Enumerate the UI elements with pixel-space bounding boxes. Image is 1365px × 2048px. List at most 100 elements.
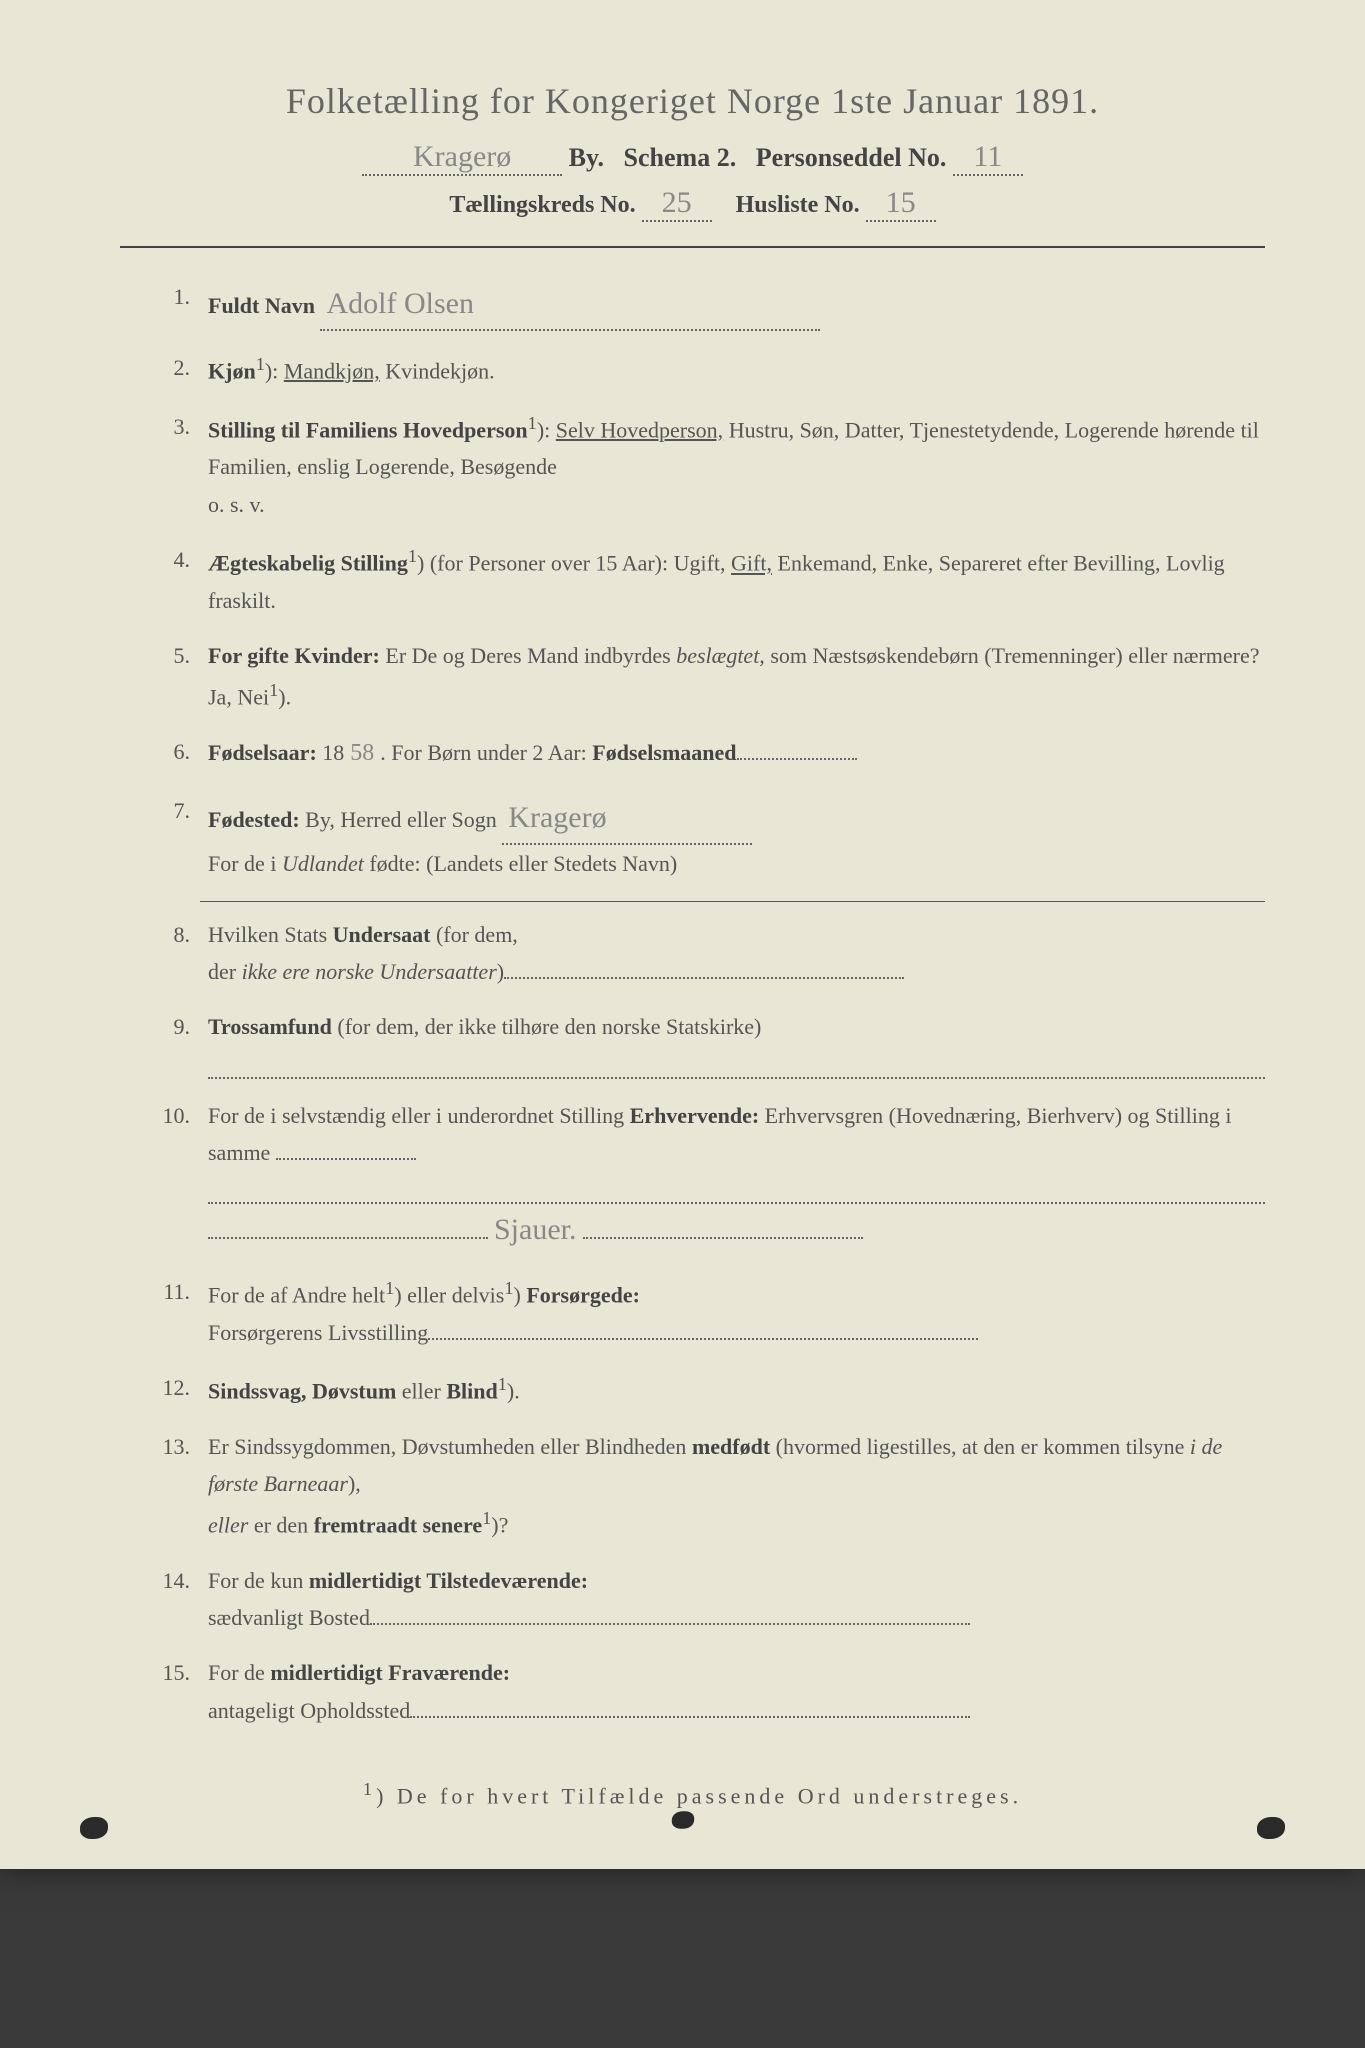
sup: 1 [385, 1278, 394, 1298]
sup: 1 [408, 546, 417, 566]
text: ). [507, 1379, 520, 1404]
husliste-no: 15 [880, 186, 922, 219]
item-num: 3. [140, 408, 208, 524]
item-8: 8. Hvilken Stats Undersaat (for dem, der… [140, 916, 1265, 991]
label: Fødested: [208, 807, 300, 832]
text: Hvilken Stats [208, 922, 333, 947]
italic: beslægtet, [676, 643, 765, 668]
text: Er De og Deres Mand indbyrdes [380, 643, 676, 668]
label: medfødt [692, 1434, 770, 1459]
label-b: fremtraadt senere [314, 1512, 482, 1537]
item-num: 11. [140, 1273, 208, 1351]
occupation-value: Sjauer. [488, 1213, 583, 1246]
label-b: Fødselsmaaned [592, 740, 736, 765]
year-value: 58 [344, 740, 380, 766]
spot-icon [671, 1812, 693, 1830]
label: For gifte Kvinder: [208, 643, 380, 668]
label: Forsørgede: [526, 1283, 640, 1308]
item-12: 12. Sindssvag, Døvstum eller Blind1). [140, 1369, 1265, 1410]
text: ): [537, 417, 556, 442]
by-label: By. [569, 143, 604, 172]
text: . For Børn under 2 Aar: [380, 740, 592, 765]
opt-mandkjon: Mandkjøn, [284, 358, 380, 383]
label: Fødselsaar: [208, 740, 317, 765]
page-title: Folketælling for Kongeriget Norge 1ste J… [120, 80, 1265, 122]
personseddel-label: Personseddel No. [756, 143, 947, 172]
sup: 1 [256, 354, 265, 374]
census-page: Folketælling for Kongeriget Norge 1ste J… [0, 0, 1365, 1869]
item-7: 7. Fødested: By, Herred eller Sogn Krage… [140, 792, 1265, 882]
sup: 1 [269, 680, 278, 700]
text: Er Sindssygdommen, Døvstumheden eller Bl… [208, 1434, 692, 1459]
text: For de i selvstændig eller i underordnet… [208, 1103, 630, 1128]
item-14: 14. For de kun midlertidigt Tilstedevære… [140, 1562, 1265, 1637]
footnote-text: ) De for hvert Tilfælde passende Ord und… [376, 1783, 1022, 1808]
schema-label: Schema 2. [624, 143, 737, 172]
text: ): [265, 358, 284, 383]
item-num: 10. [140, 1097, 208, 1256]
divider [120, 246, 1265, 248]
spot-icon [1257, 1817, 1285, 1839]
item-num: 4. [140, 541, 208, 619]
label: Stilling til Familiens Hovedperson [208, 417, 528, 442]
text: fødte: (Landets eller Stedets Navn) [364, 851, 677, 876]
text: For de [208, 1660, 270, 1685]
tkreds-no: 25 [656, 186, 698, 219]
label: Kjøn [208, 358, 256, 383]
item-6: 6. Fødselsaar: 1858. For Børn under 2 Aa… [140, 733, 1265, 774]
item-11: 11. For de af Andre helt1) eller delvis1… [140, 1273, 1265, 1351]
text: der [208, 959, 242, 984]
city-handwritten: Kragerø [407, 140, 517, 173]
sup: 1 [482, 1508, 491, 1528]
sup: 1 [363, 1779, 376, 1799]
item-num: 8. [140, 916, 208, 991]
label: Trossamfund [208, 1014, 332, 1039]
text: ) eller delvis [394, 1283, 504, 1308]
text: ), [348, 1471, 361, 1496]
spot-icon [80, 1817, 108, 1839]
text: sædvanligt Bosted [208, 1605, 370, 1630]
text: er den [248, 1512, 313, 1537]
subtitle-row-1: Kragerø By. Schema 2. Personseddel No. 1… [120, 140, 1265, 176]
item-5: 5. For gifte Kvinder: Er De og Deres Man… [140, 637, 1265, 715]
inner-divider [200, 901, 1265, 902]
opt-kvindekjon: Kvindekjøn. [380, 358, 495, 383]
ink-spots [0, 1817, 1365, 1839]
item-2: 2. Kjøn1): Mandkjøn, Kvindekjøn. [140, 349, 1265, 390]
text: eller [396, 1379, 446, 1404]
text: )? [491, 1512, 508, 1537]
item-num: 2. [140, 349, 208, 390]
item-15: 15. For de midlertidigt Fraværende: anta… [140, 1654, 1265, 1729]
text: By, Herred eller Sogn [300, 807, 497, 832]
item-3: 3. Stilling til Familiens Hovedperson1):… [140, 408, 1265, 524]
label: Sindssvag, Døvstum [208, 1379, 396, 1404]
item-num: 6. [140, 733, 208, 774]
italic: eller [208, 1512, 248, 1537]
item-num: 5. [140, 637, 208, 715]
text: Forsørgerens Livsstilling [208, 1320, 428, 1345]
label: Ægteskabelig Stilling [208, 551, 408, 576]
tkreds-label: Tællingskreds No. [449, 192, 635, 218]
gift: Gift, [731, 551, 772, 576]
sup: 1 [528, 413, 537, 433]
label-b: Blind [446, 1379, 497, 1404]
text: (for dem, [430, 922, 517, 947]
year-prefix: 18 [317, 740, 345, 765]
item-num: 7. [140, 792, 208, 882]
item-13: 13. Er Sindssygdommen, Døvstumheden elle… [140, 1428, 1265, 1544]
text: For de kun [208, 1568, 309, 1593]
personseddel-no: 11 [967, 140, 1008, 173]
label: Undersaat [333, 922, 431, 947]
birthplace-value: Kragerø [502, 801, 612, 834]
item-num: 12. [140, 1369, 208, 1410]
italic: Udlandet [282, 851, 364, 876]
item-num: 13. [140, 1428, 208, 1544]
label: Erhvervende: [630, 1103, 760, 1128]
text: (for dem, der ikke tilhøre den norske St… [332, 1014, 761, 1039]
text: antageligt Opholdssted [208, 1698, 410, 1723]
text: (hvormed ligestilles, at den er kommen t… [770, 1434, 1190, 1459]
item-9: 9. Trossamfund (for dem, der ikke tilhør… [140, 1008, 1265, 1078]
item-num: 14. [140, 1562, 208, 1637]
item-num: 15. [140, 1654, 208, 1729]
text: ) [513, 1283, 526, 1308]
